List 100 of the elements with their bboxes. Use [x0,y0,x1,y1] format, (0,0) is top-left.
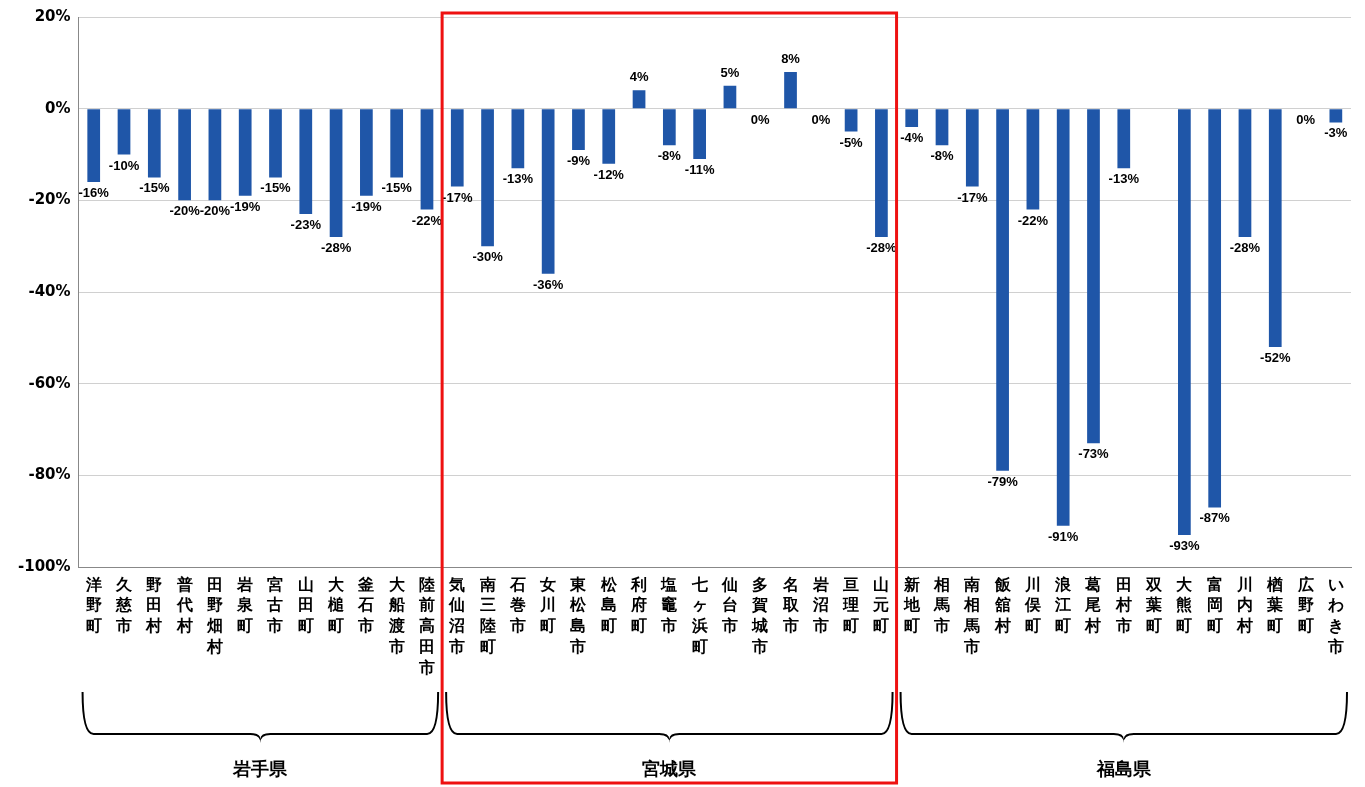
x-tick-label: 仙台市 [720,574,738,636]
data-label: -73% [1078,446,1110,462]
text: 岩手県 [232,757,289,779]
data-label: -28% [320,240,352,256]
x-tick-label: 利府町 [630,574,648,636]
x-tick-label: 塩竈市 [660,574,678,636]
x-tick-label: 南三陸町 [478,574,496,656]
y-tick-label: 0% [45,98,71,117]
x-tick-label: 亘理町 [842,574,860,636]
data-label: -10% [108,157,140,173]
data-label: -3% [1324,125,1348,141]
data-label: -20% [169,203,201,219]
data-label: 0% [750,111,771,127]
x-tick-label: 川内村 [1235,574,1253,636]
bar [208,109,222,201]
bar [117,109,131,155]
x-tick-label: 双葉町 [1145,574,1164,636]
x-tick-label: 普代村 [175,574,193,636]
x-tick-label: 野田村 [145,574,163,636]
y-tick-label: 20% [34,6,71,25]
x-tick-label: 大熊町 [1176,574,1194,636]
bar [1329,109,1343,123]
data-label: -19% [230,198,261,214]
bar [1178,109,1191,535]
bar [723,85,737,109]
x-tick-label: 洋野町 [84,574,102,636]
bar [905,109,919,127]
data-label: -16% [78,185,110,201]
x-tick-label: 山元町 [872,574,890,636]
data-label: -13% [502,171,534,187]
data-label: -23% [290,217,322,233]
x-tick-label: 大船渡市 [387,574,406,656]
y-tick-label: -60% [28,373,71,392]
x-tick-label: 富岡町 [1206,574,1223,636]
data-label: -4% [900,130,924,146]
bar [784,72,797,109]
bar [147,109,161,178]
x-tick-label: 浪江町 [1054,574,1073,636]
x-tick-label: 相馬市 [933,574,950,636]
data-label: -22% [1017,212,1049,228]
x-tick-label: 新地町 [902,574,921,636]
data-label: -93% [1169,537,1200,553]
data-label: -15% [381,180,413,196]
text: 宮城県 [642,757,698,779]
bar [602,109,616,164]
text: 福島県 [1095,757,1152,779]
data-label: -52% [1260,350,1291,366]
data-label: -22% [411,212,443,228]
data-label: -9% [566,152,591,168]
x-tick-label: 楢葉町 [1266,574,1284,636]
data-label: -79% [987,473,1019,489]
x-tick-label: いわき市 [1326,574,1344,656]
bar [1238,109,1252,237]
x-tick-label: 東松島市 [569,574,588,656]
data-label: -13% [1108,171,1140,187]
bar [965,109,979,187]
data-label: -30% [472,249,504,265]
y-tick-label: -100% [17,556,71,575]
bar [87,109,101,182]
x-tick-label: 田村市 [1114,574,1132,636]
data-label: -87% [1199,510,1231,526]
bar [360,109,373,196]
y-tick-label: -80% [28,465,71,484]
data-label: 8% [781,51,801,67]
data-label: -20% [199,203,231,219]
bar [238,109,252,196]
bar [450,109,464,187]
data-label: -5% [839,134,864,150]
x-tick-label: 女川町 [539,574,557,636]
data-label: 0% [811,111,831,127]
bar [1208,109,1222,508]
data-label: -19% [351,198,382,214]
bar [390,109,404,178]
bar [844,109,858,132]
bar [269,109,282,178]
data-label: -12% [593,166,625,182]
x-tick-label: 川俣町 [1023,574,1041,636]
bar [511,109,525,169]
bar [1268,109,1282,347]
x-tick-label: 釜石市 [357,574,375,636]
data-label: -15% [260,180,292,196]
data-label: 0% [1296,111,1316,127]
bar [1087,109,1100,444]
bar [662,109,676,146]
bar [420,109,434,210]
bar [178,109,191,201]
x-tick-label: 名取市 [781,574,800,636]
data-label: -28% [1229,240,1261,256]
bar [299,109,313,215]
x-tick-label: 広野町 [1296,574,1314,636]
x-tick-label: 松島町 [599,574,618,636]
x-tick-label: 南相馬市 [963,574,981,656]
x-tick-label: 山田町 [297,574,314,636]
bar [875,109,888,237]
bar [572,109,585,150]
bar [481,109,494,247]
x-tick-label: 岩泉町 [236,574,254,636]
data-label: -15% [139,180,170,196]
data-label: -17% [957,189,988,205]
x-tick-label: 気仙沼市 [448,574,466,656]
